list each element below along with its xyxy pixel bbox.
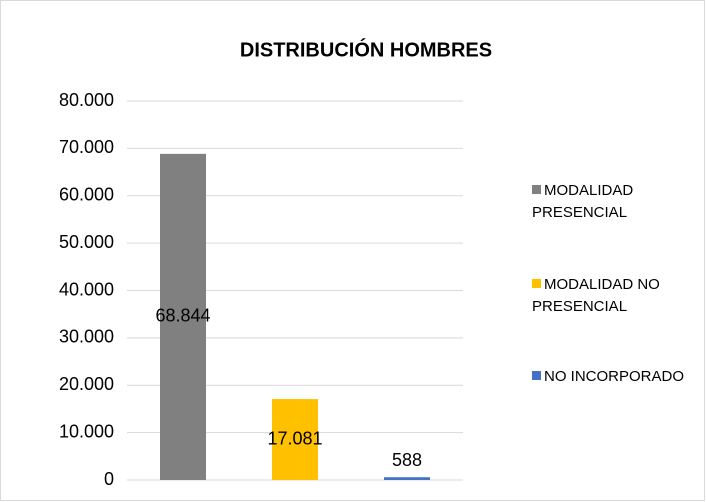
y-tick-label: 40.000 (59, 279, 114, 299)
legend-swatch (532, 185, 541, 194)
y-tick-label: 50.000 (59, 232, 114, 252)
data-label: 588 (392, 450, 422, 470)
y-tick-label: 70.000 (59, 137, 114, 157)
y-tick-label: 80.000 (59, 90, 114, 110)
bar (384, 477, 430, 480)
legend-item: MODALIDAD NO PRESENCIAL (532, 274, 697, 318)
y-tick-label: 20.000 (59, 374, 114, 394)
legend-label: NO INCORPORADO (544, 368, 685, 385)
data-label: 17.081 (267, 428, 322, 448)
y-tick-label: 30.000 (59, 327, 114, 347)
y-tick-label: 60.000 (59, 185, 114, 205)
legend-label: MODALIDAD NO PRESENCIAL (532, 276, 660, 315)
y-tick-label: 0 (104, 469, 114, 489)
legend-label: MODALIDAD PRESENCIAL (532, 182, 634, 221)
legend-item: NO INCORPORADO (532, 366, 697, 388)
legend-item: MODALIDAD PRESENCIAL (532, 180, 697, 224)
y-tick-label: 10.000 (59, 421, 114, 441)
chart-title: DISTRIBUCIÓN HOMBRES (240, 37, 492, 61)
legend-swatch (532, 371, 541, 380)
bar (160, 153, 206, 480)
legend-swatch (532, 279, 541, 288)
data-label: 68.844 (155, 306, 210, 326)
bar (272, 399, 318, 480)
